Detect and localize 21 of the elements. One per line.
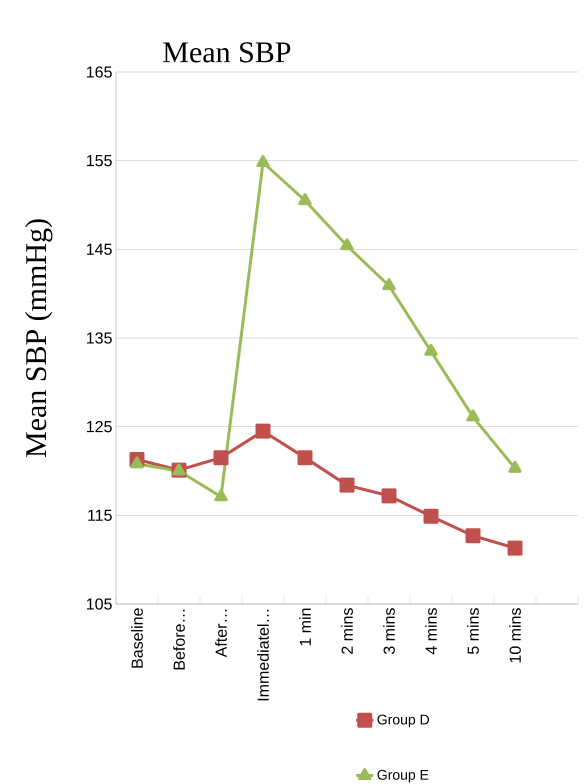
x-tick-label: After…	[215, 610, 227, 658]
x-tick-label: Before…	[173, 610, 185, 670]
y-tick-label: 125	[86, 421, 112, 432]
legend-label: Group E	[377, 770, 428, 783]
y-tick-label: 135	[86, 332, 112, 344]
legend-label: Group D	[377, 714, 430, 728]
y-tick-label: 155	[86, 155, 112, 166]
y-axis-title: Mean SBP (mmHg)	[25, 219, 52, 458]
x-tick-label: Baseline	[131, 608, 143, 668]
x-tick-label: 5 mins	[467, 608, 479, 654]
x-tick-label: 10 mins	[509, 608, 521, 662]
x-tick-label: 2 mins	[341, 608, 353, 654]
y-tick-label: 105	[86, 598, 112, 610]
chart-title: Mean SBP	[163, 42, 290, 62]
y-tick-label: 115	[88, 510, 112, 521]
x-tick-label: 1 min	[299, 608, 311, 646]
x-tick-label: 3 mins	[383, 608, 395, 654]
x-tick-label: Immediatel…	[257, 610, 269, 700]
y-tick-label: 145	[86, 244, 112, 255]
y-tick-label: 165	[86, 66, 112, 78]
x-tick-label: 4 mins	[425, 608, 437, 654]
